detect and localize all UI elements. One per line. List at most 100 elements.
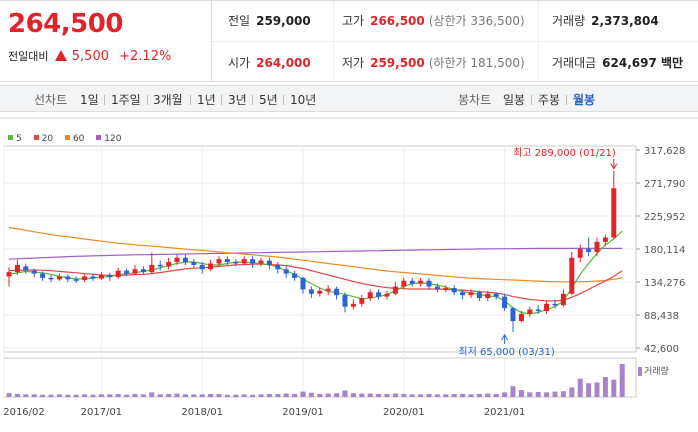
current-price: 264,500 [8, 9, 123, 39]
volume-bar [73, 394, 79, 397]
volume-bar [619, 364, 625, 397]
y-tick-label: 134,276 [644, 278, 685, 289]
volume-bar [149, 392, 155, 397]
candle-body [283, 269, 289, 274]
volume-bar [174, 393, 180, 397]
candle-body [594, 241, 600, 252]
x-tick-label: 2017/01 [81, 407, 123, 418]
legend-ma5: 5 [8, 134, 22, 144]
period-3m[interactable]: 3개월 [153, 93, 183, 107]
candle-monthly[interactable]: 월봉 [573, 93, 596, 107]
volume-bar [23, 394, 29, 397]
volume-bar [334, 393, 340, 397]
candle-body [392, 286, 398, 294]
change-amount: 5,500 [71, 49, 109, 64]
volume-bar [182, 394, 188, 397]
low-arrow-head [501, 333, 509, 341]
x-tick-label: 2018/01 [181, 407, 223, 418]
ma-legend: 5 20 60 120 [8, 134, 130, 144]
volume-bar [14, 393, 20, 397]
volume-bar [518, 390, 524, 397]
candle-body [544, 303, 550, 311]
period-10y[interactable]: 10년 [290, 93, 317, 107]
volume-bar [90, 394, 96, 397]
candle-body [443, 287, 449, 290]
volume-bar [31, 394, 37, 397]
volume-bar [350, 393, 356, 397]
candle-body [418, 280, 424, 284]
candle-body [149, 264, 155, 273]
volume-bar [426, 393, 432, 397]
volume-bar [485, 393, 491, 397]
ma20-line [8, 263, 623, 302]
plot-frame [3, 145, 637, 353]
ma5-line [8, 230, 623, 315]
candle-body [300, 277, 306, 290]
stat-prev-close: 전일 259,000 [228, 14, 311, 28]
period-1y[interactable]: 1년 [197, 93, 216, 107]
volume-bar [392, 393, 398, 397]
volume-bar [560, 391, 566, 397]
candle-daily[interactable]: 일봉 [503, 93, 526, 107]
volume-bar [451, 393, 457, 397]
volume-bar [241, 394, 247, 397]
volume-bar [191, 394, 197, 397]
volume-bar [98, 394, 104, 397]
candle-body [98, 274, 104, 279]
volume-bar [527, 392, 533, 397]
candle-body [65, 276, 71, 280]
period-1d[interactable]: 1일 [80, 93, 99, 107]
volume-bar [569, 387, 575, 397]
candle-body [82, 276, 88, 281]
volume-bar [460, 393, 466, 397]
candle-body [241, 259, 247, 264]
volume-bar [124, 394, 130, 397]
separator [104, 95, 105, 105]
separator [221, 95, 222, 105]
volume-bar [308, 392, 314, 397]
candle-body [476, 292, 482, 299]
volume-bar [342, 390, 348, 397]
separator [531, 95, 532, 105]
candle-body [14, 264, 20, 273]
period-3y[interactable]: 3년 [228, 93, 247, 107]
separator [147, 95, 148, 105]
legend-ma120: 120 [96, 134, 121, 144]
candle-body [191, 262, 197, 265]
candle-body [560, 293, 566, 306]
candle-body [40, 273, 46, 278]
period-1w[interactable]: 1주일 [111, 93, 141, 107]
volume-bar [233, 394, 239, 397]
candle-body [384, 293, 390, 297]
volume-bar [535, 392, 541, 397]
volume-bar [115, 393, 121, 397]
divider [212, 41, 698, 42]
candle-body [199, 264, 205, 270]
volume-bar [409, 394, 415, 397]
volume-label: 거래량 [644, 365, 669, 377]
divider [333, 1, 334, 82]
candle-body [586, 249, 592, 252]
volume-bar [476, 393, 482, 397]
volume-bar [266, 393, 272, 397]
legend-ma20: 20 [33, 134, 53, 144]
candle-body [535, 309, 541, 312]
stat-amount: 거래대금 624,697 백만 [552, 56, 684, 70]
stat-volume: 거래량 2,373,804 [552, 14, 659, 28]
volume-bar [602, 377, 608, 397]
candle-weekly[interactable]: 주봉 [538, 93, 561, 107]
candle-body [426, 280, 432, 287]
volume-bar [552, 391, 558, 397]
y-tick-label: 225,952 [644, 212, 685, 223]
candle-body [502, 296, 508, 309]
legend-ma60: 60 [64, 134, 84, 144]
candle-body [460, 292, 466, 296]
volume-bar [292, 393, 298, 397]
volume-bar [376, 393, 382, 397]
volume-bar [224, 394, 230, 397]
period-5y[interactable]: 5년 [259, 93, 278, 107]
candle-body [250, 259, 256, 264]
x-tick-label: 2020/01 [383, 407, 425, 418]
candle-body [233, 262, 239, 264]
candle-body [56, 276, 62, 280]
